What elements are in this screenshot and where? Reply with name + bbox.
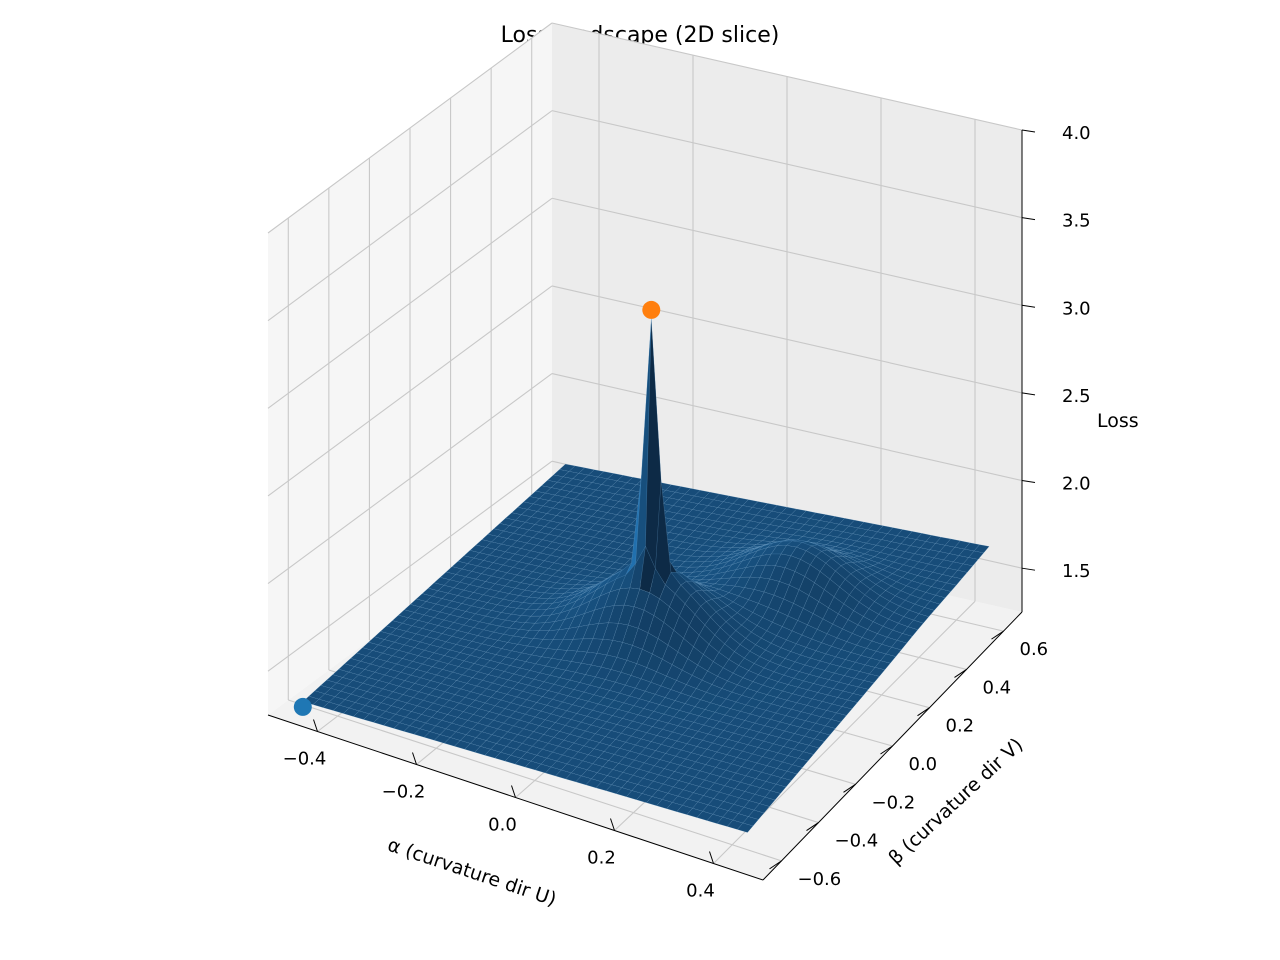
surface-patch (737, 822, 754, 833)
marker-start (293, 697, 312, 716)
surface-patch (775, 777, 792, 788)
z-tick (1021, 480, 1036, 484)
grid-line (267, 110, 553, 322)
y-tick-label: 0.4 (983, 677, 1012, 698)
surface-patch (962, 557, 979, 567)
y-tick-label: −0.4 (835, 831, 879, 852)
y-tick (917, 707, 930, 717)
loss-surface (302, 318, 990, 833)
surface-patch (973, 544, 990, 554)
marker-peak (642, 300, 661, 319)
grid-line (288, 699, 782, 862)
surface-patch (797, 751, 814, 762)
z-tick-label: 3.5 (1062, 211, 1091, 232)
grid-line (267, 373, 553, 584)
grid-line (267, 197, 553, 409)
surface-patch (770, 783, 787, 794)
z-tick (1021, 392, 1036, 396)
z-tick-label: 1.5 (1062, 561, 1091, 582)
z-tick (1021, 217, 1036, 221)
z-tick-label: 4.0 (1062, 123, 1091, 144)
x-tick (412, 752, 417, 765)
z-tick (1021, 567, 1036, 571)
z-tick-label: 3.0 (1062, 298, 1091, 319)
surface-patch (929, 594, 946, 605)
y-tick (991, 630, 1004, 640)
tick-labels: −0.4 −0.2 0.0 0.2 0.4 −0.6 −0.4 −0.2 0.0 0.2 0.4 0.… (283, 123, 1091, 902)
z-tick (1021, 304, 1036, 308)
surface-patch (759, 796, 776, 807)
surface-patch (874, 660, 891, 671)
surface-patch (814, 732, 831, 742)
z-tick (1021, 129, 1036, 133)
x-tick-label: 0.0 (488, 815, 517, 836)
surface-patch (792, 758, 809, 768)
surface-patch (803, 745, 820, 755)
grid-line (551, 197, 1023, 306)
y-tick-label: −0.2 (872, 792, 916, 813)
y-tick-label: 0.0 (909, 754, 938, 775)
surface-patch (891, 640, 908, 651)
axis-lines (267, 129, 1036, 881)
surface-patch (753, 803, 770, 814)
grid-line (267, 285, 553, 497)
grid-line (551, 285, 1023, 394)
grid-line (551, 22, 1023, 131)
y-tick-label: 0.2 (946, 716, 975, 737)
y-tick-label: −0.6 (798, 869, 842, 890)
surface-patch (781, 770, 798, 781)
y-tick (880, 745, 893, 755)
x-tick (313, 719, 318, 732)
y-tick (954, 669, 967, 678)
z-axis-label: Loss (1097, 410, 1139, 432)
x-tick-label: −0.4 (283, 749, 327, 770)
surface-patch (896, 633, 913, 644)
x-tick-label: 0.4 (686, 881, 715, 902)
grid-line (267, 460, 553, 672)
x-tick-label: 0.2 (587, 848, 616, 869)
surface-patch (786, 764, 803, 775)
y-tick (843, 783, 856, 793)
surface-patch (742, 816, 759, 827)
y-tick (769, 860, 782, 870)
z-tick-label: 2.0 (1062, 474, 1091, 495)
x-tick-label: −0.2 (382, 782, 426, 803)
surface-patch (764, 790, 781, 801)
z-tick-label: 2.5 (1062, 386, 1091, 407)
grid-line (267, 22, 553, 234)
x-tick (709, 851, 714, 864)
surface-patch (808, 738, 825, 749)
x-tick (610, 818, 615, 831)
surface-patch (968, 550, 985, 560)
markers (293, 300, 661, 716)
grid-line (551, 110, 1023, 219)
grid-line (551, 373, 1023, 482)
surface-patch (951, 570, 968, 580)
x-axis-label: α (curvature dir U) (385, 834, 559, 911)
y-tick-label: 0.6 (1020, 639, 1049, 660)
surface-patch (748, 809, 765, 820)
x-tick (511, 785, 516, 798)
y-tick (806, 822, 819, 831)
